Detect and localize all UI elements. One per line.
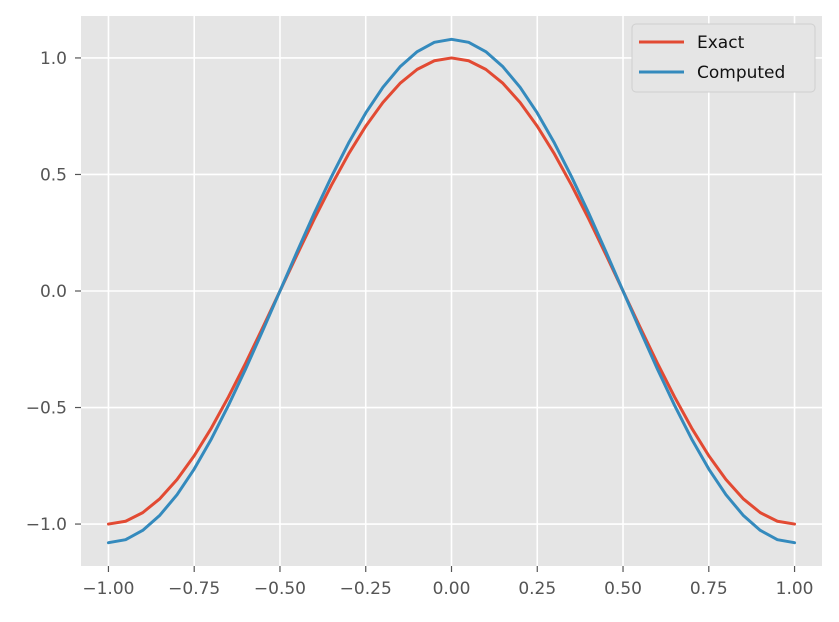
x-tick-label: 0.25 <box>518 579 556 599</box>
legend-label-exact: Exact <box>697 33 745 53</box>
legend-label-computed: Computed <box>697 63 785 83</box>
series-layer <box>106 37 797 545</box>
x-tick-label: −0.25 <box>340 579 392 599</box>
y-tick-label: 0.0 <box>40 282 67 302</box>
x-tick-label: −0.50 <box>254 579 306 599</box>
y-tick-label: −0.5 <box>26 399 67 419</box>
x-tick-label: 0.50 <box>604 579 642 599</box>
axes: −1.00 −0.75 −0.50 −0.25 0.00 0.25 0.50 0.75 1.00… <box>26 49 814 599</box>
legend: Exact Computed <box>631 23 816 93</box>
x-tick-label: 1.00 <box>776 579 814 599</box>
y-tick-label: −1.0 <box>26 515 67 535</box>
x-tick-label: 0.00 <box>433 579 471 599</box>
y-tick-label: 0.5 <box>40 165 67 185</box>
x-tick-label: 0.75 <box>690 579 728 599</box>
series-line-exact <box>106 56 797 526</box>
x-tick-label: −0.75 <box>168 579 220 599</box>
y-tick-label: 1.0 <box>40 49 67 69</box>
x-tick-label: −1.00 <box>82 579 134 599</box>
series-line-computed <box>106 37 797 545</box>
